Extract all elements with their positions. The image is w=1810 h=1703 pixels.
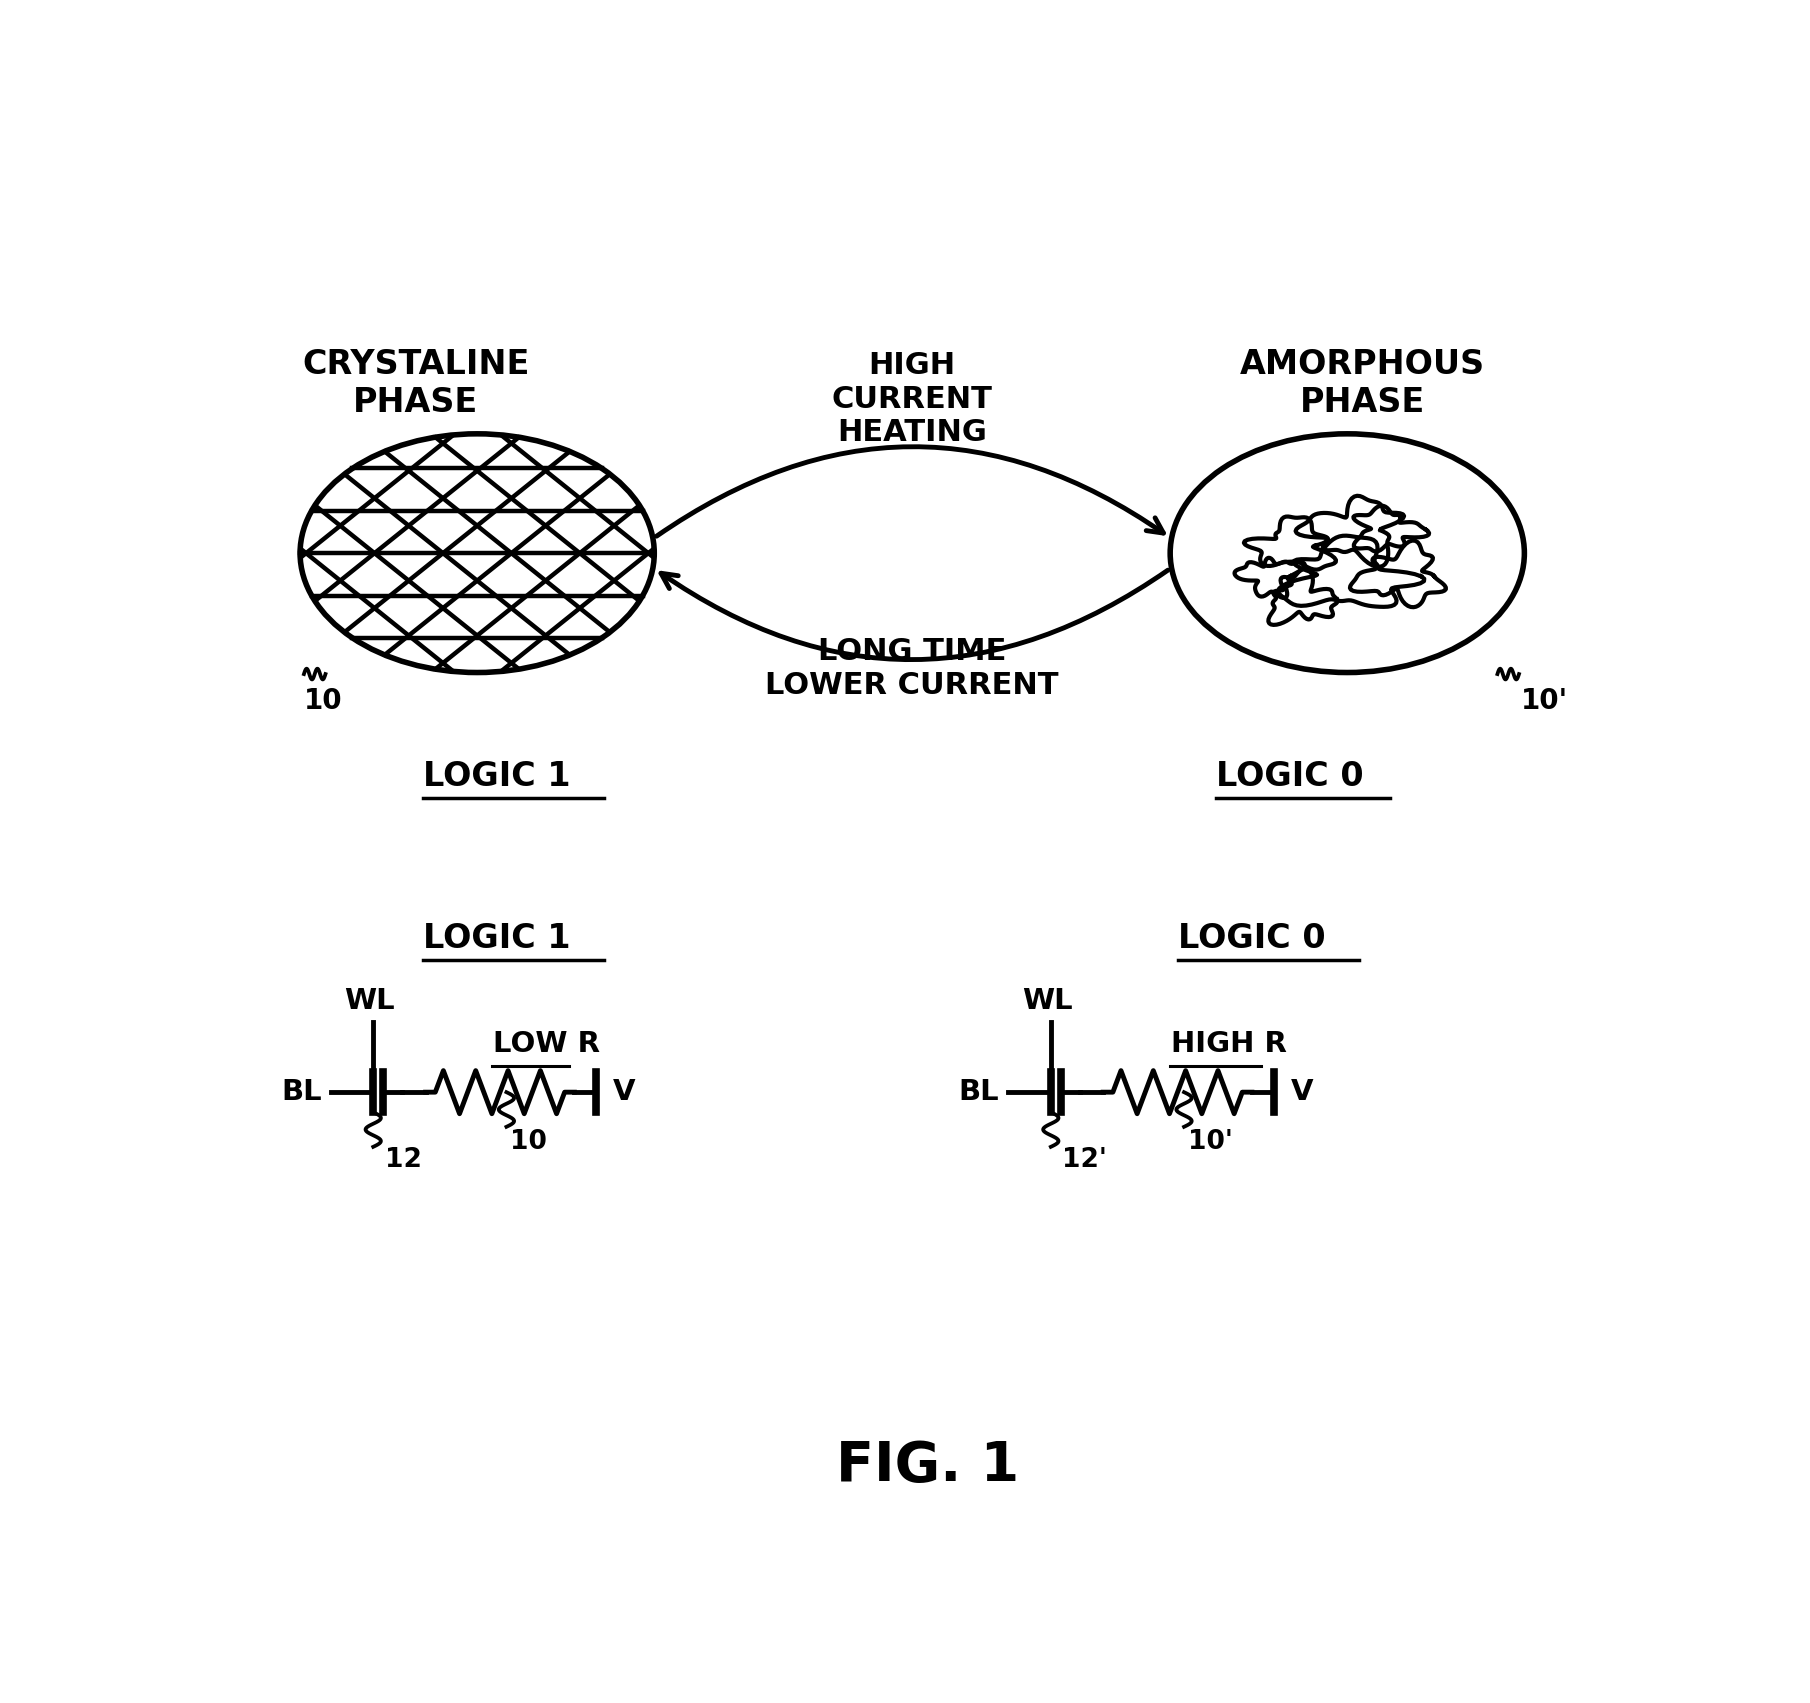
Text: LOGIC 1: LOGIC 1 <box>424 760 570 794</box>
Text: HIGH
CURRENT
HEATING: HIGH CURRENT HEATING <box>833 351 992 448</box>
Text: LOGIC 1: LOGIC 1 <box>424 921 570 955</box>
FancyArrowPatch shape <box>661 571 1167 659</box>
Text: LOGIC 0: LOGIC 0 <box>1216 760 1365 794</box>
Text: AMORPHOUS
PHASE: AMORPHOUS PHASE <box>1240 347 1486 419</box>
Text: 12': 12' <box>1062 1146 1108 1173</box>
Text: WL: WL <box>344 986 395 1015</box>
FancyArrowPatch shape <box>657 446 1164 536</box>
Text: BL: BL <box>281 1078 322 1107</box>
Text: V: V <box>614 1078 635 1107</box>
Text: WL: WL <box>1021 986 1072 1015</box>
Text: HIGH R: HIGH R <box>1171 1030 1287 1059</box>
Text: 10: 10 <box>304 686 342 715</box>
Text: 10': 10' <box>1187 1129 1233 1155</box>
Text: LOW R: LOW R <box>494 1030 601 1059</box>
Text: FIG. 1: FIG. 1 <box>836 1439 1019 1492</box>
Text: LOGIC 0: LOGIC 0 <box>1178 921 1325 955</box>
Text: LONG TIME
LOWER CURRENT: LONG TIME LOWER CURRENT <box>766 637 1059 700</box>
Text: V: V <box>1291 1078 1312 1107</box>
Text: 10: 10 <box>510 1129 547 1155</box>
Text: BL: BL <box>959 1078 999 1107</box>
Text: CRYSTALINE
PHASE: CRYSTALINE PHASE <box>302 347 529 419</box>
Text: 10': 10' <box>1520 686 1567 715</box>
Text: 12: 12 <box>386 1146 422 1173</box>
